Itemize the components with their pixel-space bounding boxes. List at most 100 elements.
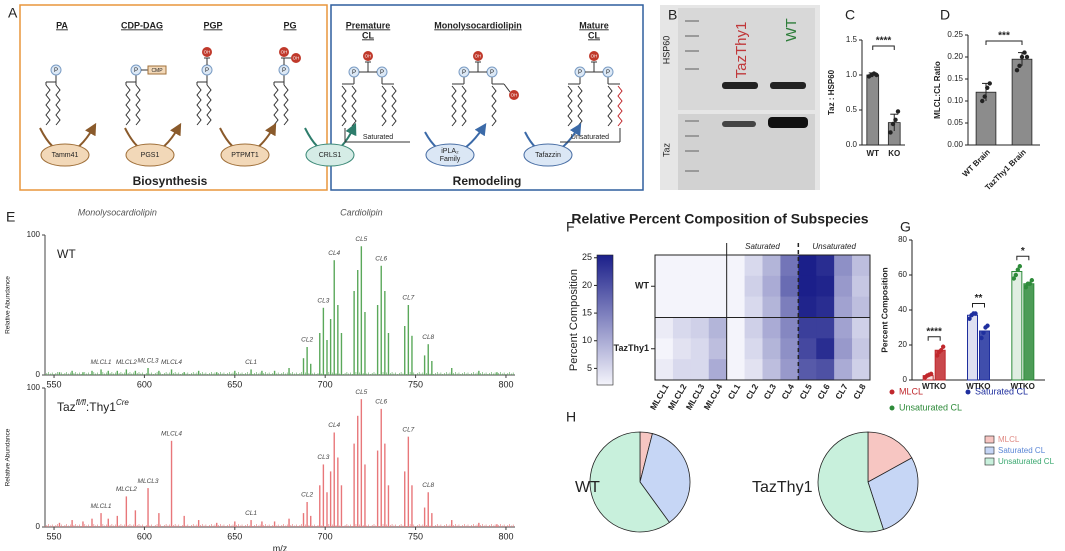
fatty-acid-tail [607,85,613,127]
ladder-band [685,135,699,137]
heatmap-cell [726,296,745,318]
heatmap-cell [672,338,692,360]
band [722,82,758,89]
legend-marker [889,389,895,395]
title-part: Taz [57,400,76,414]
y-tick-label: 100 [27,230,41,239]
fatty-acid-tail [45,84,51,126]
enzyme [220,143,270,167]
heatmap-cell [762,338,781,360]
data-point [1011,276,1017,281]
heatmap-cell [798,296,817,318]
y-tick-label: 0.0 [846,140,858,149]
fatty-acid-tail [283,84,289,126]
significance-bracket [872,45,895,50]
heatmap-cell [798,317,817,339]
column-label: CL8 [851,382,868,401]
peak-label: CL2 [301,337,313,344]
lane-label: TazThy1 [733,22,750,79]
fatty-acid-tail [351,85,357,127]
phosphate-label: P [205,68,209,74]
column-label: CL3 [761,382,778,401]
y-tick-label: 0.00 [947,140,963,149]
peak-label: CL5 [355,389,367,396]
hydroxyl [473,51,483,61]
heatmap-cell [798,338,817,360]
pie-slice [867,431,913,483]
panel-letter: H [566,409,576,425]
data-point [895,109,901,114]
phosphate-label: P [462,70,466,76]
ladder-band [685,35,699,37]
band [768,117,808,128]
phosphate-label: P [282,68,286,74]
data-point [1014,68,1020,73]
heatmap-cell [690,275,710,297]
ladder-band [685,20,699,22]
heatmap-cell [834,296,853,318]
y-axis-label: Percent Composition [879,267,889,352]
enzyme-label: iPLA₂ [441,148,459,155]
title-part: WT [57,247,76,261]
step-title: Monolysocardiolipin [434,20,522,30]
heatmap-cell [780,317,799,339]
data-point [890,121,896,127]
significance: * [1021,246,1025,257]
data-point [987,81,992,86]
colorbar-tick-label: 10 [582,335,592,345]
x-tick-label: 550 [47,379,62,389]
bar [1023,283,1035,381]
y-tick-label: 0.15 [947,74,963,83]
fatty-acid-tail [55,84,61,126]
pie-slice [867,457,919,531]
biosynthesis-box [19,4,328,191]
data-point [1022,50,1027,55]
hydroxyl-label: OH [281,50,288,55]
enzyme-label: Family [440,156,461,163]
fatty-acid-tail [125,84,131,126]
hydroxyl [202,47,212,57]
fatty-acid-tail [206,84,212,126]
row-label: TazThy1 [614,343,649,353]
hydroxyl [363,51,373,61]
data-point [979,335,984,341]
x-tick-label: WT [966,382,979,391]
peak-label: MLCL2 [116,486,137,493]
y-axis-label: Relative Abundance [5,428,12,486]
heatmap-cell [780,359,799,381]
fatty-acid-tail [567,85,573,127]
enzyme [425,143,475,167]
y-tick-label: 1.5 [846,35,858,44]
row-label: WT [635,281,649,291]
legend-label: Unsaturated CL [998,457,1055,466]
step-title: Premature [346,20,391,30]
data-point [934,353,940,358]
ladder-band [685,50,699,52]
fatty-acid-tail [461,85,467,127]
heatmap-cell [690,317,710,339]
x-tick-label: 600 [137,531,152,541]
peak-label: CL2 [301,492,313,499]
legend-swatch [984,435,995,444]
hydroxyl [279,47,289,57]
peak-label: MLCL3 [138,478,159,485]
x-tick-label: KO [934,382,946,391]
panel-letter: A [8,5,18,21]
y-axis-label: Taz : HSP60 [827,69,836,115]
heatmap-cell [798,275,817,297]
data-point [938,348,944,353]
section-label: Remodeling [453,174,522,188]
hydroxyl-label: OH [365,54,372,59]
heatmap-cell [726,317,745,339]
phosphate-label: P [490,70,494,76]
data-point [967,316,972,321]
legend-swatch [984,457,995,466]
heatmap-cell [655,255,674,277]
x-tick-label: 550 [47,531,62,541]
column-label: CL6 [815,382,832,401]
heatmap-cell [834,317,853,339]
band [722,121,756,127]
data-point [893,117,898,123]
phosphate [50,64,62,76]
